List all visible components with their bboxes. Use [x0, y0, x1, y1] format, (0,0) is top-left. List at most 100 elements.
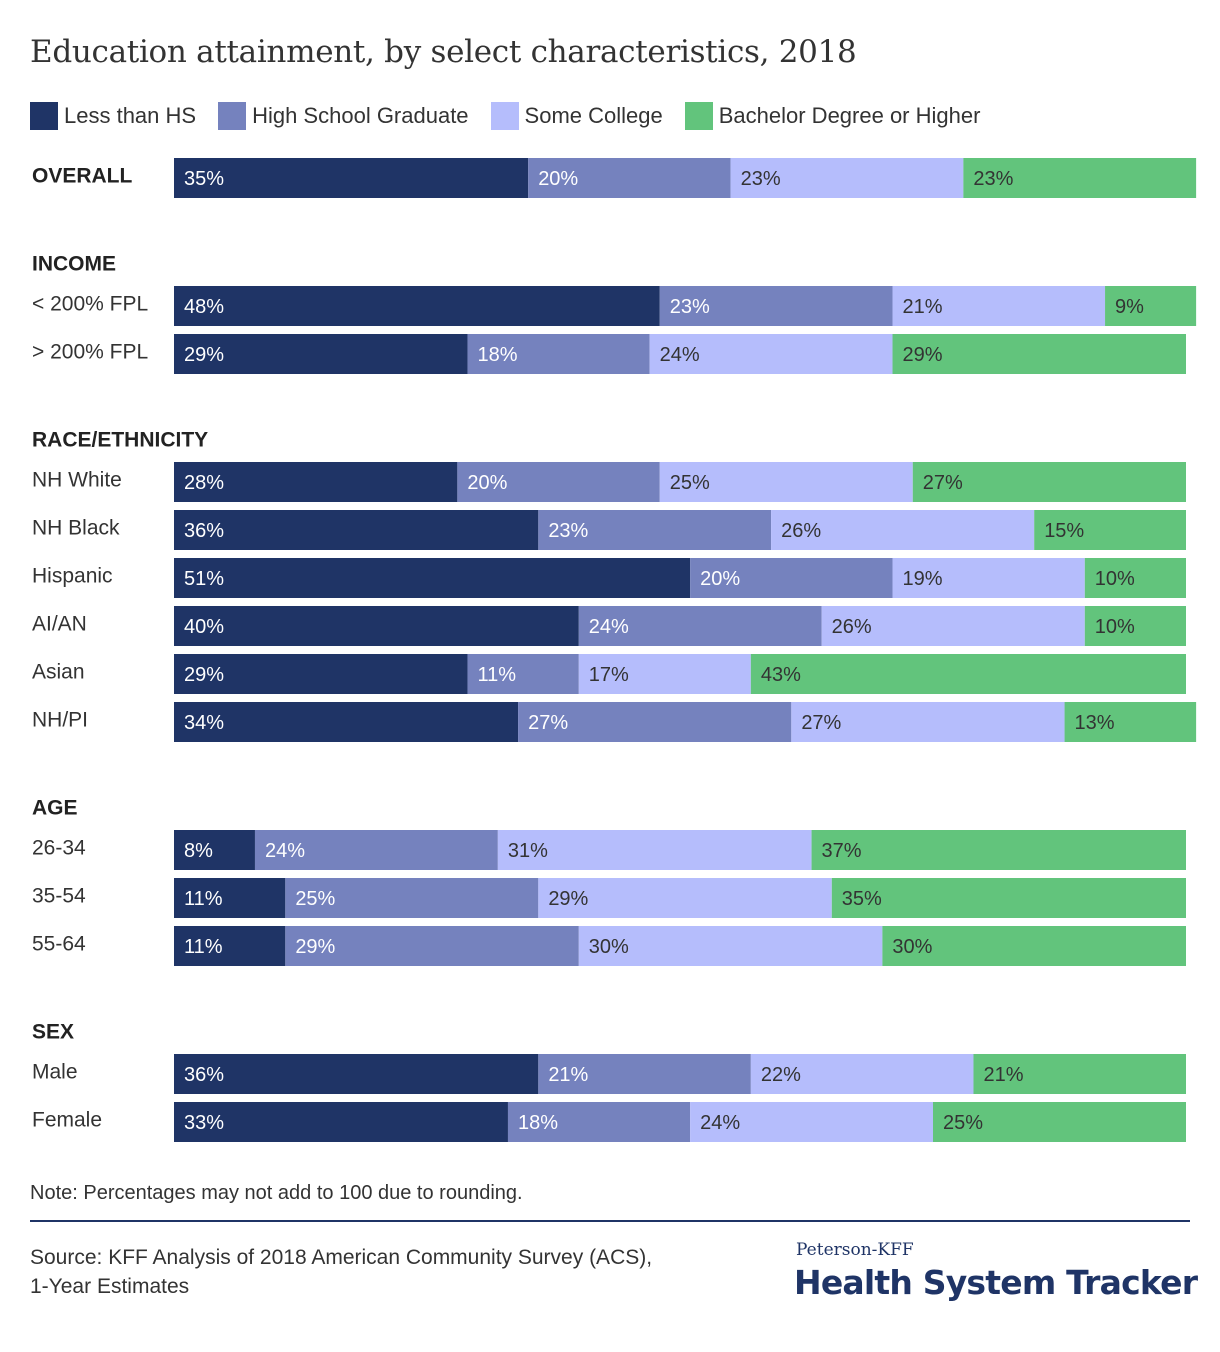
data-label-nh-black-some-college: 26%: [781, 520, 821, 542]
legend-label-some-college: Some College: [524, 103, 663, 128]
data-label-200-fpl-high-school-graduate: 23%: [670, 296, 710, 318]
legend-swatch-some-college: [490, 102, 519, 130]
group-label-race-ethnicity: RACE/ETHNICITY: [32, 429, 208, 452]
bar-female-bachelor-degree-or-higher: [933, 1102, 1186, 1142]
logo-health-system-tracker: Health System Tracker: [794, 1263, 1198, 1302]
legend-label-less-than-hs: Less than HS: [64, 103, 197, 128]
bar-female-some-college: [690, 1102, 933, 1142]
row-label-200-fpl: < 200% FPL: [32, 293, 148, 316]
data-label-hispanic-some-college: 19%: [903, 568, 943, 590]
data-label-26-34-less-than-hs: 8%: [184, 840, 213, 862]
bar-male-some-college: [750, 1054, 974, 1094]
bar-nh-pi-high-school-graduate: [518, 702, 792, 742]
group-label-overall: OVERALL: [32, 165, 133, 188]
bar-asian-some-college: [578, 654, 751, 694]
data-label-nh-pi-less-than-hs: 34%: [184, 712, 224, 734]
bar-26-34-less-than-hs: [174, 830, 255, 870]
bar-asian-bachelor-degree-or-higher: [750, 654, 1186, 694]
data-label-200-fpl-bachelor-degree-or-higher: 9%: [1115, 296, 1144, 318]
bar-26-34-some-college: [497, 830, 812, 870]
footer-divider: [30, 1220, 1190, 1222]
bar-overall-some-college: [730, 158, 964, 198]
data-label-55-64-bachelor-degree-or-higher: 30%: [892, 936, 932, 958]
chart-source: Source: KFF Analysis of 2018 American Co…: [30, 1246, 653, 1298]
legend-label-bachelor-or-higher: Bachelor Degree or Higher: [718, 103, 981, 128]
data-label-male-high-school-graduate: 21%: [548, 1064, 588, 1086]
bar-200-fpl-some-college: [892, 286, 1106, 326]
row-label-55-64: 55-64: [32, 933, 86, 956]
legend-swatch-high-school-graduate: [218, 102, 247, 130]
bar-asian-high-school-graduate: [467, 654, 579, 694]
bar-ai-an-some-college: [821, 606, 1085, 646]
legend-item-bachelor-or-higher: Bachelor Degree or Higher: [684, 102, 981, 130]
data-label-200-fpl-less-than-hs: 48%: [184, 296, 224, 318]
group-label-sex: SEX: [32, 1021, 74, 1044]
bar-ai-an-high-school-graduate: [578, 606, 822, 646]
row-label-female: Female: [32, 1109, 102, 1132]
bar-nh-white-less-than-hs: [174, 462, 458, 502]
bar-overall-high-school-graduate: [528, 158, 731, 198]
data-label-200-fpl-bachelor-degree-or-higher: 29%: [903, 344, 943, 366]
bar-200-fpl-high-school-graduate: [467, 334, 650, 374]
bar-26-34-bachelor-degree-or-higher: [811, 830, 1186, 870]
bar-ai-an-less-than-hs: [174, 606, 579, 646]
logo-peterson-kff: Peterson-KFF: [796, 1240, 914, 1260]
data-label-hispanic-bachelor-degree-or-higher: 10%: [1095, 568, 1135, 590]
bar-nh-pi-bachelor-degree-or-higher: [1064, 702, 1197, 742]
row-label-male: Male: [32, 1061, 78, 1084]
bar-overall-bachelor-degree-or-higher: [963, 158, 1197, 198]
bar-nh-white-bachelor-degree-or-higher: [912, 462, 1186, 502]
bar-200-fpl-some-college: [649, 334, 893, 374]
row-label-asian: Asian: [32, 661, 85, 684]
row-label-35-54: 35-54: [32, 885, 86, 908]
data-label-hispanic-high-school-graduate: 20%: [700, 568, 740, 590]
legend-item-some-college: Some College: [490, 102, 663, 130]
data-label-nh-white-less-than-hs: 28%: [184, 472, 224, 494]
bar-female-high-school-graduate: [507, 1102, 691, 1142]
bar-hispanic-bachelor-degree-or-higher: [1084, 558, 1186, 598]
bar-nh-white-high-school-graduate: [457, 462, 660, 502]
data-label-overall-high-school-graduate: 20%: [538, 168, 578, 190]
group-label-income: INCOME: [32, 253, 116, 276]
bar-hispanic-some-college: [892, 558, 1085, 598]
bar-55-64-high-school-graduate: [285, 926, 579, 966]
data-label-26-34-high-school-graduate: 24%: [265, 840, 305, 862]
bar-female-less-than-hs: [174, 1102, 508, 1142]
data-label-male-less-than-hs: 36%: [184, 1064, 224, 1086]
chart-legend: Less than HS High School Graduate Some C…: [30, 101, 1002, 131]
bar-overall-less-than-hs: [174, 158, 529, 198]
data-label-200-fpl-less-than-hs: 29%: [184, 344, 224, 366]
bar-200-fpl-less-than-hs: [174, 286, 660, 326]
data-label-nh-white-high-school-graduate: 20%: [467, 472, 507, 494]
bar-nh-black-high-school-graduate: [538, 510, 772, 550]
bar-male-bachelor-degree-or-higher: [973, 1054, 1186, 1094]
bar-male-less-than-hs: [174, 1054, 539, 1094]
bar-200-fpl-bachelor-degree-or-higher: [892, 334, 1186, 374]
bar-200-fpl-less-than-hs: [174, 334, 468, 374]
data-label-35-54-less-than-hs: 11%: [184, 888, 223, 910]
data-label-male-some-college: 22%: [761, 1064, 801, 1086]
data-label-female-bachelor-degree-or-higher: 25%: [943, 1112, 983, 1134]
bar-nh-black-less-than-hs: [174, 510, 539, 550]
data-label-nh-white-bachelor-degree-or-higher: 27%: [923, 472, 963, 494]
bar-55-64-bachelor-degree-or-higher: [882, 926, 1186, 966]
bar-26-34-high-school-graduate: [254, 830, 498, 870]
data-label-200-fpl-high-school-graduate: 18%: [477, 344, 517, 366]
row-label-ai-an: AI/AN: [32, 613, 87, 636]
data-label-ai-an-less-than-hs: 40%: [184, 616, 224, 638]
data-label-nh-pi-bachelor-degree-or-higher: 13%: [1075, 712, 1115, 734]
data-label-overall-less-than-hs: 35%: [184, 168, 224, 190]
bar-55-64-some-college: [578, 926, 883, 966]
stacked-bar-chart: OVERALL 35% 20% 23% 23% INCOME < 200% FPL 48% 23…: [32, 158, 1197, 1142]
bar-nh-white-some-college: [659, 462, 913, 502]
data-label-nh-black-high-school-graduate: 23%: [548, 520, 588, 542]
data-label-ai-an-bachelor-degree-or-higher: 10%: [1095, 616, 1135, 638]
bar-35-54-less-than-hs: [174, 878, 286, 918]
data-label-26-34-bachelor-degree-or-higher: 37%: [822, 840, 862, 862]
row-label-nh-white: NH White: [32, 469, 122, 492]
data-label-35-54-high-school-graduate: 25%: [295, 888, 335, 910]
data-label-nh-pi-some-college: 27%: [801, 712, 841, 734]
data-label-overall-some-college: 23%: [741, 168, 781, 190]
row-label-26-34: 26-34: [32, 837, 86, 860]
legend-swatch-bachelor-or-higher: [684, 102, 713, 130]
